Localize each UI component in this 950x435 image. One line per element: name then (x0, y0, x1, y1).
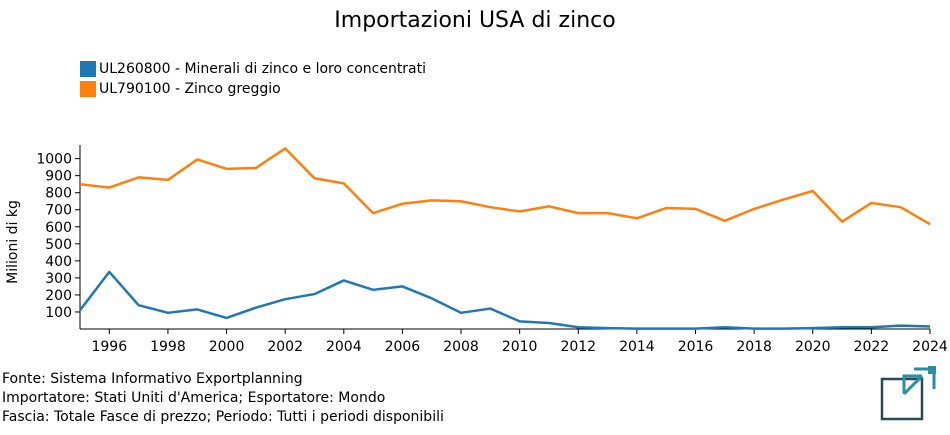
x-tick-label: 2018 (736, 339, 772, 355)
legend-label-raw-zinc: UL790100 - Zinco greggio (99, 81, 281, 97)
x-tick-label: 2002 (267, 339, 303, 355)
legend-swatch-raw-zinc (80, 81, 96, 97)
legend-item-raw-zinc: UL790100 - Zinco greggio (80, 80, 281, 98)
y-tick-label: 600 (45, 220, 72, 236)
x-tick-label: 2020 (795, 339, 831, 355)
x-tick-label: 1996 (91, 339, 127, 355)
exportplanning-logo-icon (880, 366, 936, 421)
y-axis-label: Milioni di kg (5, 200, 21, 284)
y-tick-label: 500 (45, 237, 72, 253)
x-tick-label: 2008 (443, 339, 479, 355)
footer-source: Fonte: Sistema Informativo Exportplannin… (2, 371, 303, 387)
y-tick-label: 900 (45, 169, 72, 185)
series-line-0 (79, 270, 931, 330)
x-tick-label: 2010 (502, 339, 538, 355)
legend-label-zinc-ores: UL260800 - Minerali di zinco e loro conc… (99, 61, 427, 77)
legend-swatch-zinc-ores (80, 61, 96, 77)
y-tick-label: 800 (45, 186, 72, 202)
y-tick-label: 400 (45, 254, 72, 270)
y-tick-label: 100 (45, 305, 72, 321)
footer-band: Fascia: Totale Fasce di prezzo; Periodo:… (2, 409, 444, 425)
x-tick-label: 2006 (385, 339, 421, 355)
y-tick-label: 700 (45, 203, 72, 219)
x-tick-label: 2004 (326, 339, 362, 355)
x-tick-label: 2012 (560, 339, 596, 355)
y-tick-label: 1000 (36, 152, 72, 168)
x-tick-label: 2014 (619, 339, 655, 355)
x-tick-label: 1998 (150, 339, 186, 355)
chart-title: Importazioni USA di zinco (334, 8, 616, 33)
series-line-1 (79, 147, 931, 226)
x-tick-label: 2024 (912, 339, 948, 355)
y-tick-label: 300 (45, 271, 72, 287)
x-tick-label: 2016 (678, 339, 714, 355)
y-tick-label: 200 (45, 288, 72, 304)
x-tick-label: 2022 (854, 339, 890, 355)
x-tick-label: 2000 (209, 339, 245, 355)
footer-importer: Importatore: Stati Uniti d'America; Espo… (2, 390, 386, 406)
legend-item-zinc-ores: UL260800 - Minerali di zinco e loro conc… (80, 60, 426, 78)
